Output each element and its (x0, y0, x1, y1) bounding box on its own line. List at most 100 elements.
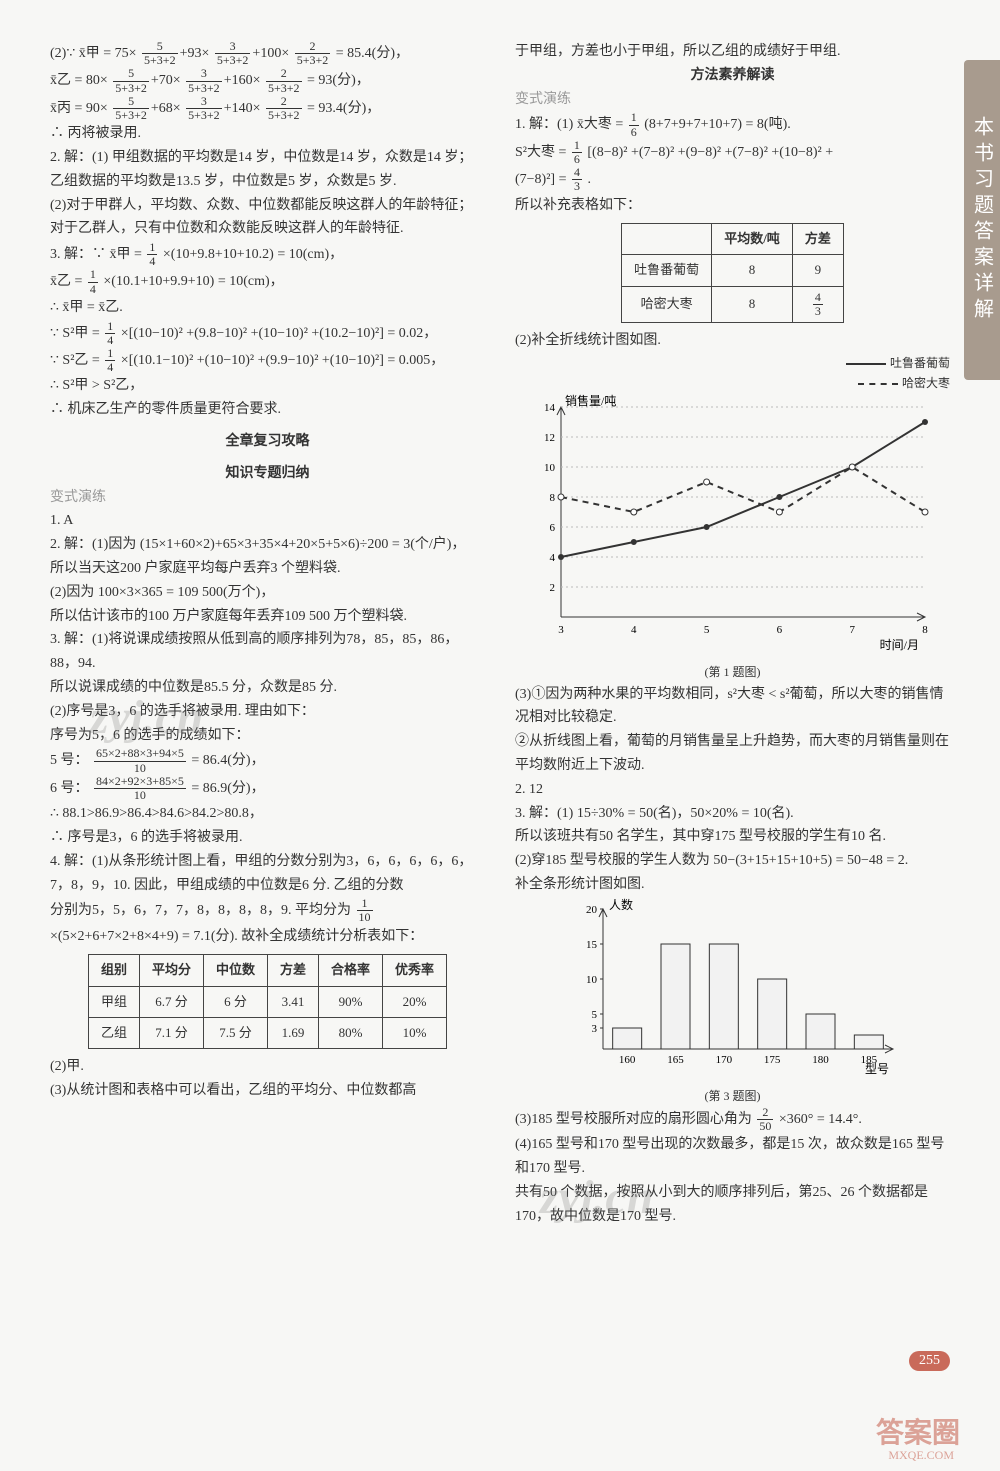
l-a4-3: (2)甲. (50, 1055, 485, 1079)
svg-text:12: 12 (544, 432, 555, 444)
chart1-legend: 吐鲁番葡萄 哈密大枣 (515, 353, 950, 394)
l-q2-2: (2)对于甲群人，平均数、众数、中位数都能反映这群人的年龄特征；对于乙群人，只有… (50, 194, 485, 242)
l-a4-1: 4. 解：(1)从条形统计图上看，甲组的分数分别为3，6，6，6，6，6，7，8… (50, 850, 485, 898)
r1b: S²大枣 = 16 [(8−8)² +(7−8)² +(9−8)² +(7−8)… (515, 139, 950, 166)
bianshi-label: 变式演练 (50, 486, 485, 510)
two-columns: (2)∵ x̄甲 = 75× 55+3+2+93× 35+3+2+100× 25… (50, 40, 950, 1229)
table-row: 吐鲁番葡萄89 (622, 255, 844, 286)
r1a: 1. 解：(1) x̄大枣 = 16 (8+7+9+7+10+7) = 8(吨)… (515, 111, 950, 138)
left-column: (2)∵ x̄甲 = 75× 55+3+2+93× 35+3+2+100× 25… (50, 40, 485, 1229)
chart2-svg: 35101520人数型号160165170175180185 (563, 897, 903, 1077)
r7: (4)165 型号和170 型号出现的次数最多，都是15 次，故众数是165 型… (515, 1133, 950, 1181)
r1c: (7−8)²] = 43 . (515, 166, 950, 193)
r4: 2. 12 (515, 778, 950, 802)
svg-text:8: 8 (922, 624, 928, 636)
footer-url: MXQE.COM (888, 1448, 954, 1463)
r5c: (2)穿185 型号校服的学生人数为 50−(3+15+15+10+5) = 5… (515, 849, 950, 873)
r6: (3)185 型号校服所对应的扇形圆心角为 250 ×360° = 14.4°. (515, 1106, 950, 1133)
table-row: 乙组7.1 分7.5 分1.6980%10% (88, 1017, 446, 1048)
l-q3g: ∴ 机床乙生产的零件质量更符合要求. (50, 398, 485, 422)
bar-chart-uniform: 35101520人数型号160165170175180185 (第 3 题图) (515, 897, 950, 1106)
svg-text:5: 5 (704, 624, 710, 636)
bianshi-label-r: 变式演练 (515, 88, 950, 112)
svg-text:8: 8 (550, 492, 556, 504)
svg-text:4: 4 (631, 624, 637, 636)
l-a2-4: 所以估计该市的100 万户家庭每年丢弃109 500 万个塑料袋. (50, 605, 485, 629)
chart1-svg: 2468101214345678销售量/吨时间/月 (515, 393, 935, 653)
svg-text:180: 180 (812, 1054, 829, 1066)
svg-text:175: 175 (763, 1054, 780, 1066)
table-header-row: 平均数/吨方差 (622, 224, 844, 255)
svg-text:15: 15 (586, 939, 598, 951)
r1d: 所以补充表格如下： (515, 194, 950, 218)
svg-text:10: 10 (544, 462, 556, 474)
l-a4-2: 分别为5，5，6，7，7，8，8，8，8，9. 平均分为 110 ×(5×2+6… (50, 897, 485, 948)
l-a3-3: (2)序号是3，6 的选手将被录用. 理由如下： (50, 700, 485, 724)
svg-text:3: 3 (591, 1023, 597, 1035)
l-q3f: ∴ S²甲 > S²乙， (50, 374, 485, 398)
l-a3-5: 5 号： 65×2+88×3+94×510 = 86.4(分)， (50, 747, 485, 774)
svg-text:6: 6 (550, 522, 556, 534)
l-line: ∴ 丙将被录用. (50, 122, 485, 146)
l-q3b: x̄乙 = 14 ×(10.1+10+9.9+10) = 10(cm)， (50, 268, 485, 295)
l-line: x̄丙 = 90× 55+3+2+68× 35+3+2+140× 25+3+2 … (50, 95, 485, 122)
l-line: (2)∵ x̄甲 = 75× 55+3+2+93× 35+3+2+100× 25… (50, 40, 485, 67)
svg-text:5: 5 (591, 1009, 597, 1021)
svg-text:6: 6 (777, 624, 783, 636)
r5a: 3. 解：(1) 15÷30% = 50(名)，50×20% = 10(名). (515, 802, 950, 826)
method-title: 方法素养解读 (515, 64, 950, 88)
l-a3-8: ∴ 序号是3，6 的选手将被录用. (50, 826, 485, 850)
chart1-caption: (第 1 题图) (515, 662, 950, 682)
svg-text:160: 160 (618, 1054, 635, 1066)
r3b: ②从折线图上看，葡萄的月销售量呈上升趋势，而大枣的月销售量则在平均数附近上下波动… (515, 730, 950, 778)
l-a3-4: 序号为5，6 的选手的成绩如下： (50, 724, 485, 748)
r5b: 所以该班共有50 名学生，其中穿175 型号校服的学生有10 名. (515, 825, 950, 849)
svg-text:4: 4 (550, 552, 556, 564)
table-header-row: 组别平均分中位数方差合格率优秀率 (88, 955, 446, 986)
side-tab: 本书习题答案详解 (964, 60, 1000, 380)
svg-text:销售量/吨: 销售量/吨 (565, 393, 616, 408)
svg-text:165: 165 (667, 1054, 684, 1066)
svg-text:20: 20 (586, 904, 598, 916)
r2: (2)补全折线统计图如图. (515, 329, 950, 353)
svg-text:185: 185 (860, 1054, 877, 1066)
svg-text:时间/月: 时间/月 (880, 638, 919, 652)
page-root: 本书习题答案详解 zyj.cn zyj.cn (2)∵ x̄甲 = 75× 55… (0, 0, 1000, 1471)
l-q3d: ∵ S²甲 = 14 ×[(10−10)² +(9.8−10)² +(10−10… (50, 320, 485, 347)
svg-text:14: 14 (544, 402, 556, 414)
l-a4-4: (3)从统计图和表格中可以看出，乙组的平均分、中位数都高 (50, 1079, 485, 1103)
l-q3e: ∵ S²乙 = 14 ×[(10.1−10)² +(10−10)² +(9.9−… (50, 347, 485, 374)
l-q2-1: 2. 解：(1) 甲组数据的平均数是14 岁，中位数是14 岁，众数是14 岁；… (50, 146, 485, 194)
table-score-analysis: 组别平均分中位数方差合格率优秀率 甲组6.7 分6 分3.4190%20% 乙组… (88, 954, 447, 1048)
l-a1: 1. A (50, 509, 485, 533)
l-a2-1: 2. 解：(1)因为 (15×1+60×2)+65×3+35×4+20×5+5×… (50, 533, 485, 557)
l-a2-2: 所以当天这200 户家庭平均每户丢弃3 个塑料袋. (50, 557, 485, 581)
r3a: (3)①因为两种水果的平均数相同，s²大枣 < s²葡萄，所以大枣的销售情况相对… (515, 683, 950, 731)
svg-text:7: 7 (849, 624, 855, 636)
legend-jujube: 哈密大枣 (515, 373, 950, 393)
l-line: x̄乙 = 80× 55+3+2+70× 35+3+2+160× 25+3+2 … (50, 67, 485, 94)
l-q3a: 3. 解：∵ x̄甲 = 14 ×(10+9.8+10+10.2) = 10(c… (50, 241, 485, 268)
chapter-subhead: 知识专题归纳 (50, 462, 485, 486)
svg-text:人数: 人数 (609, 897, 633, 912)
l-a3-6: 6 号： 84×2+92×3+85×510 = 86.9(分)， (50, 775, 485, 802)
r8: 共有50 个数据，按照从小到大的顺序排列后，第25、26 个数据都是170，故中… (515, 1181, 950, 1229)
svg-text:3: 3 (558, 624, 564, 636)
table-fruit-stats: 平均数/吨方差 吐鲁番葡萄89 哈密大枣8 43 (621, 223, 844, 323)
chapter-title: 全章复习攻略 (50, 430, 485, 454)
svg-text:10: 10 (586, 974, 598, 986)
r-top1: 于甲组，方差也小于甲组，所以乙组的成绩好于甲组. (515, 40, 950, 64)
l-a2-3: (2)因为 100×3×365 = 109 500(万个)， (50, 581, 485, 605)
footer-brand: 答案圈 (876, 1411, 960, 1451)
page-number: 255 (909, 1351, 950, 1371)
table-row: 哈密大枣8 43 (622, 286, 844, 322)
l-q3c: ∴ x̄甲 = x̄乙. (50, 296, 485, 320)
right-column: 于甲组，方差也小于甲组，所以乙组的成绩好于甲组. 方法素养解读 变式演练 1. … (515, 40, 950, 1229)
r5d: 补全条形统计图如图. (515, 873, 950, 897)
svg-text:170: 170 (715, 1054, 732, 1066)
l-a3-1: 3. 解：(1)将说课成绩按照从低到高的顺序排列为78，85，85，86，88，… (50, 628, 485, 676)
l-a3-7: ∴ 88.1>86.9>86.4>84.6>84.2>80.8， (50, 802, 485, 826)
table-row: 甲组6.7 分6 分3.4190%20% (88, 986, 446, 1017)
chart2-caption: (第 3 题图) (515, 1086, 950, 1106)
l-a3-2: 所以说课成绩的中位数是85.5 分，众数是85 分. (50, 676, 485, 700)
